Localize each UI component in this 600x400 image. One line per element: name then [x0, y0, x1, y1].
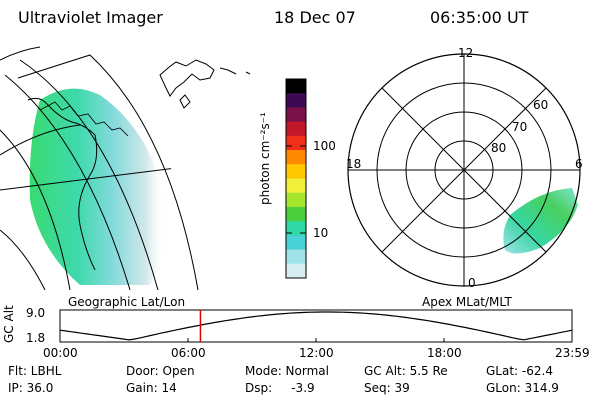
longitude-line [0, 164, 190, 191]
gc-plot-frame [59, 309, 573, 343]
colorbar-segment [286, 164, 306, 179]
left-map-caption: Geographic Lat/Lon [68, 295, 186, 309]
mlat-label-70: 70 [512, 120, 528, 134]
mlt-label-12: 12 [458, 46, 474, 60]
map-border [0, 46, 41, 61]
longitude-line [0, 229, 46, 290]
colorbar-segment [286, 235, 306, 251]
longitude-line [0, 124, 81, 156]
info-filter: Flt: LBHL [8, 364, 62, 378]
time-label: 06:35:00 UT [430, 8, 529, 27]
colorbar [285, 78, 307, 279]
info-gain: Gain: 14 [126, 381, 177, 395]
gc-ymax: 9.0 [26, 306, 46, 320]
latitude-line [4, 74, 131, 290]
mlt-label-18: 18 [346, 157, 362, 171]
info-glon: GLon: 314.9 [486, 381, 559, 395]
colorbar-segment [286, 121, 306, 137]
app-title: Ultraviolet Imager [18, 8, 163, 27]
colorbar-segment [286, 79, 306, 94]
gc-xtick: 18:00 [427, 346, 462, 360]
mlat-label-60: 60 [533, 98, 549, 112]
info-dsp: Dsp: -3.9 [245, 381, 315, 395]
latitude-line [19, 59, 159, 290]
colorbar-segment [286, 192, 306, 208]
info-glat: GLat: -62.4 [486, 364, 553, 378]
latitude-line [0, 129, 71, 290]
info-ip: IP: 36.0 [8, 381, 54, 395]
colorbar-segment [286, 263, 306, 279]
gc-ylabel: GC Alt [2, 305, 16, 343]
coastline [219, 67, 237, 75]
colorbar-segment [286, 249, 306, 265]
colorbar-tick-label: 100 [313, 139, 336, 153]
mlat-label-80: 80 [491, 141, 507, 155]
mlt-label-0: 0 [468, 276, 476, 290]
colorbar-segment [286, 221, 306, 236]
coastline [27, 97, 98, 271]
colorbar-segment [286, 135, 306, 151]
aurora-emission-left [29, 88, 167, 285]
colorbar-segment [286, 178, 306, 194]
map-border [17, 54, 199, 291]
polar-plot-caption: Apex MLat/MLT [422, 295, 512, 309]
colorbar-unit-label: photon cm⁻²s⁻¹ [258, 112, 272, 205]
colorbar-segment [286, 206, 306, 222]
gc-xtick: 06:00 [171, 346, 206, 360]
mlt-line [381, 87, 547, 253]
date-label: 18 Dec 07 [274, 8, 356, 27]
info-mode: Mode: Normal [245, 364, 329, 378]
colorbar-frame [285, 78, 307, 279]
gc-xtick: 23:59 [555, 346, 590, 360]
mlt-label-6: 6 [575, 157, 583, 171]
gc-xtick: 12:00 [299, 346, 334, 360]
colorbar-tick-label: 10 [313, 226, 329, 240]
aurora-emission-right [503, 188, 578, 254]
coastline [245, 71, 251, 75]
info-door: Door: Open [126, 364, 195, 378]
gc-altitude-curve [59, 311, 573, 341]
geographic-map [0, 46, 251, 291]
gc-ymin: 1.8 [26, 331, 46, 345]
colorbar-segment [286, 150, 306, 165]
polar-plot [347, 53, 581, 287]
coastline [39, 101, 129, 137]
coastline [159, 59, 215, 97]
coastline [179, 94, 191, 109]
info-seq: Seq: 39 [364, 381, 410, 395]
gc-xtick: 00:00 [43, 346, 78, 360]
colorbar-segment [286, 107, 306, 123]
colorbar-segment [286, 93, 306, 108]
info-gc-alt: GC Alt: 5.5 Re [364, 364, 448, 378]
gc-altitude-plot [59, 309, 573, 343]
